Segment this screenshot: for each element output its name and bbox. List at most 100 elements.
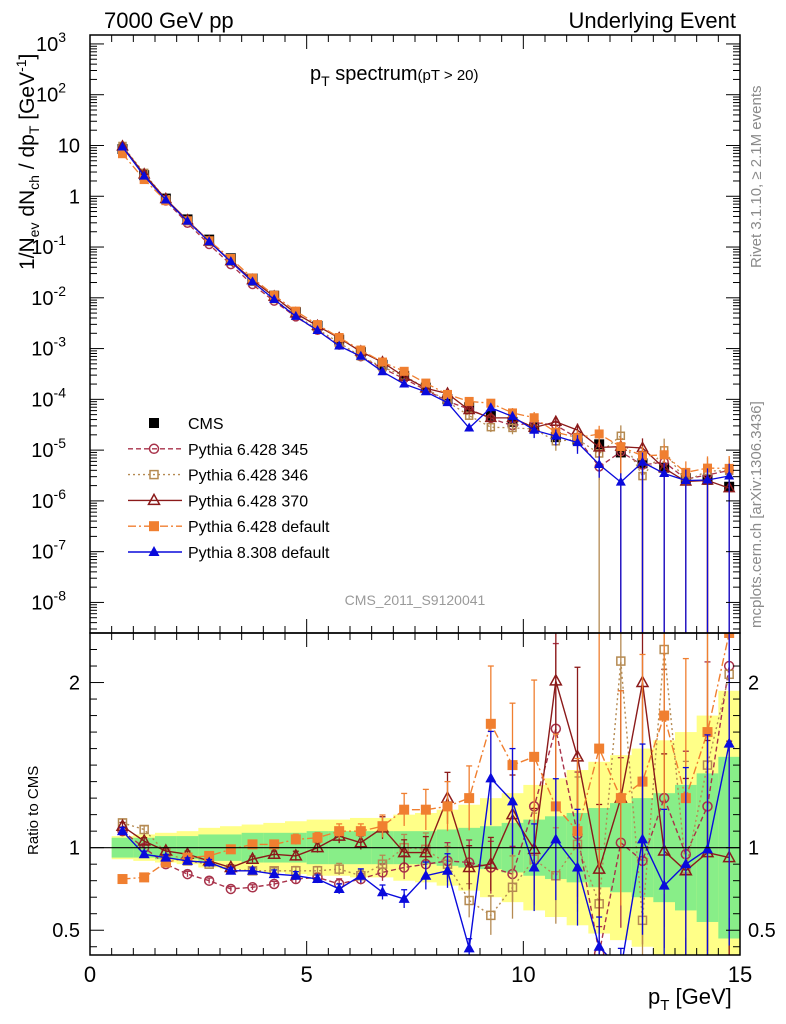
data-point [594,459,605,469]
ratio-point [377,859,388,869]
y-axis-label-top: 1/Nev dNch / dpT [GeV-1] [13,54,42,270]
ratio-point [549,673,563,686]
data-point [442,397,453,407]
y-tick-label: 10-1 [31,232,66,259]
ratio-point [442,864,453,875]
ratio-point [334,864,344,874]
series-line [121,146,730,489]
legend-marker [147,492,161,506]
x-tick-label: 10 [511,962,535,987]
ratio-point [203,875,215,886]
ratio-point [312,873,323,884]
x-tick-label: 0 [84,962,96,987]
legend-marker [149,469,159,480]
ratio-point [247,864,258,875]
data-point [160,194,171,204]
legend-marker [149,418,159,428]
data-point [334,340,345,350]
ratio-point [139,824,149,835]
ratio-point [377,821,388,832]
ratio-point [723,737,735,748]
legend-label: CMS [188,416,224,433]
ratio-point [204,850,215,861]
ratio-point [397,845,411,858]
ratio-point [637,833,648,844]
y-tick-label: 10-3 [31,334,66,361]
ratio-point [137,833,151,846]
data-point [659,467,670,477]
header-right-label: Underlying Event [568,8,736,33]
ratio-y-tick-label-right: 1 [748,838,759,860]
y-tick-label: 1 [69,186,80,208]
legend-label: Pythia 6.428 default [188,519,330,536]
ratio-point [268,868,280,879]
data-point [615,476,626,486]
data-point [334,333,344,343]
legend: CMS Pythia 6.428 345 Pythia 6.428 346 Pythi… [128,416,330,562]
ratio-point [572,861,583,872]
data-point [724,470,735,480]
ratio-point [289,848,303,861]
plot-title-rest: spectrum [330,63,418,85]
mcplots-label: mcplots.cern.ch [arXiv:1306.3436] [748,401,765,628]
data-point [659,450,669,460]
ratio-point [160,851,172,862]
data-point [421,378,431,388]
ratio-point [399,804,410,815]
legend-label: Pythia 6.428 345 [188,442,308,459]
ratio-y-tick-label-right: 2 [748,673,759,695]
x-axis-label: pT [GeV] [648,984,732,1014]
ratio-point [485,772,497,783]
ratio-point [139,872,150,883]
ratio-point [420,869,432,880]
ratio-point [462,859,476,873]
y-axis-label-ratio: Ratio to CMS [25,766,42,855]
data-point [484,410,498,423]
data-point [508,423,517,433]
ratio-point [594,743,605,754]
ratio-point [486,910,496,921]
data-point [269,294,280,304]
ratio-point [117,874,128,885]
data-point [549,414,563,427]
rivet-version-label: Rivet 3.1.10, ≥ 2.1M events [748,86,765,269]
data-point [290,310,301,320]
data-point [462,402,476,415]
data-point [529,413,539,423]
ratio-point [355,869,367,880]
legend-item: Pythia 6.428 345 [128,442,308,459]
ratio-point [550,833,562,844]
top-panel-series [116,139,736,633]
ratio-point [333,882,345,893]
ratio-point [377,886,388,897]
y-tick-label: 10-4 [31,384,66,411]
ratio-point [290,834,301,845]
ratio-point [529,751,540,762]
data-point [507,410,518,420]
data-point [529,424,540,434]
ratio-point [507,882,518,893]
data-point [377,366,388,376]
plot-title-main: p [310,63,321,85]
ratio-y-tick-label-right: 0.5 [748,920,776,942]
legend-marker [148,546,160,556]
ratio-point [225,844,236,855]
axes-frame: 0 5 10 15 10-8 10-7 10-6 10-5 10-4 10-3 10-2 10-1 1 1… [31,29,776,987]
ratio-point [658,879,670,890]
ratio-point [484,856,498,869]
ratio-point [117,825,128,836]
ratio-point [310,840,325,853]
ratio-panel-series [115,633,736,974]
y-tick-label: 10-6 [31,486,66,513]
legend-label: Pythia 8.308 default [188,545,330,562]
ratio-point [138,848,150,859]
ratio-y-tick-label: 0.5 [52,920,80,942]
ratio-point [593,940,605,951]
data-point [117,141,128,151]
ratio-point [615,964,626,974]
x-tick-label: 15 [728,962,752,987]
data-point [680,475,691,485]
ratio-point [334,826,345,837]
ratio-point [203,856,215,867]
data-point [204,236,215,246]
